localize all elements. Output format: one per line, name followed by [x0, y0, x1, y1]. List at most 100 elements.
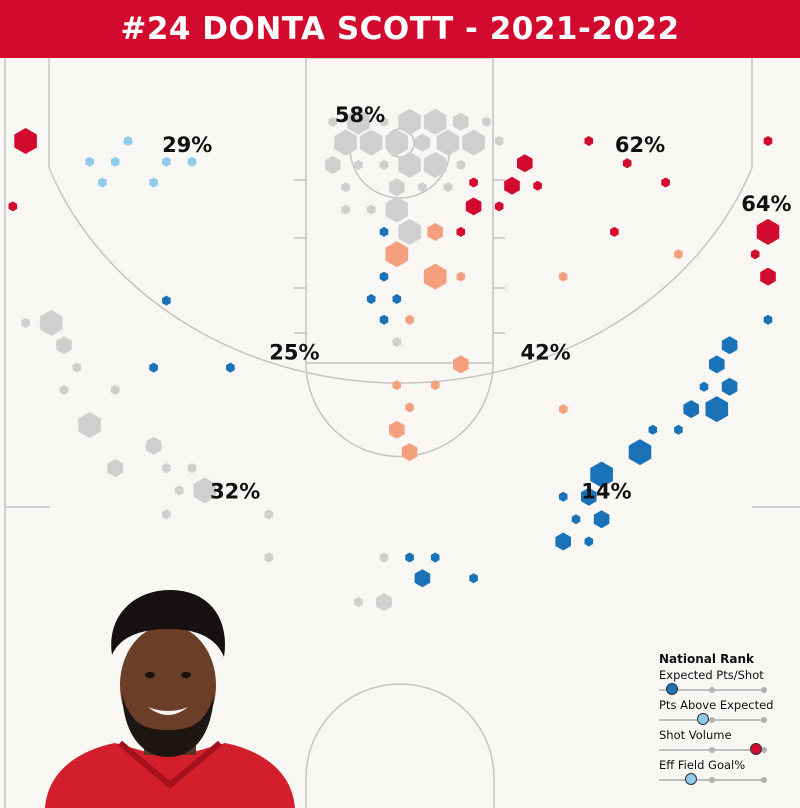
shot-hex [385, 241, 409, 268]
chart-title: #24 DONTA SCOTT - 2021-2022 [120, 11, 680, 47]
shot-hex [389, 178, 405, 197]
shot-hex [494, 136, 504, 146]
shot-hex [392, 294, 402, 304]
shot-hex [187, 156, 197, 167]
free-throw-circle-lower [305, 362, 494, 458]
rank-marker [697, 713, 710, 725]
legend-item-expected-pts: Expected Pts/Shot [659, 668, 800, 698]
slider-tick [761, 747, 767, 753]
shot-hex [469, 177, 478, 188]
shot-hex [750, 249, 760, 260]
legend-item-shot-volume: Shot Volume [659, 728, 800, 758]
shot-hex [379, 271, 389, 282]
shot-hex [430, 552, 440, 563]
shot-hex [401, 443, 418, 462]
shot-hex [584, 136, 594, 146]
shot-hex [385, 196, 409, 223]
shot-hex [59, 384, 69, 395]
shot-hex [533, 180, 542, 191]
shot-hex [453, 112, 469, 131]
shot-hex [354, 159, 363, 170]
right-eye [181, 672, 191, 678]
shot-hex [359, 129, 383, 156]
shot-hex [760, 267, 776, 286]
shot-hex [593, 510, 610, 529]
zone-pct-paint: 58% [335, 103, 385, 127]
shot-hex [341, 182, 350, 193]
shot-hex [14, 128, 37, 154]
slider-tick [761, 777, 767, 783]
shot-hex [72, 362, 82, 373]
shot-hex [334, 129, 357, 156]
shot-hex [418, 182, 427, 193]
shot-hex [674, 424, 683, 435]
rank-marker [749, 743, 762, 755]
shot-hex [423, 108, 447, 135]
shot-hex [366, 204, 376, 215]
player-photo [45, 590, 295, 808]
shot-hex [174, 485, 184, 496]
legend-label: Shot Volume [659, 728, 732, 742]
shot-hex [423, 151, 447, 178]
paint-lane [305, 58, 494, 364]
shot-hex [763, 314, 773, 325]
shot-hex [590, 461, 613, 488]
shot-hex [187, 463, 197, 474]
shot-hex [264, 509, 274, 520]
shot-hex [517, 154, 533, 173]
shot-hex [721, 377, 738, 396]
legend-label: Expected Pts/Shot [659, 668, 764, 682]
shot-hex [149, 362, 158, 373]
shot-hex [405, 314, 414, 325]
shot-hex [469, 573, 478, 584]
legend-label: Pts Above Expected [659, 698, 774, 712]
shot-hex [683, 400, 699, 419]
shot-hex [98, 177, 107, 188]
shot-hexes [8, 108, 780, 612]
hair-shape [111, 590, 225, 657]
shot-hex [354, 597, 363, 608]
shot-hex [398, 108, 421, 135]
shot-hex [405, 402, 414, 413]
shot-hex [584, 536, 594, 547]
shot-hex [162, 509, 171, 520]
legend-label: Eff Field Goal% [659, 758, 746, 772]
shot-hex [341, 204, 350, 215]
shot-hex [555, 532, 571, 551]
shot-hex [145, 436, 162, 455]
face-shape [120, 625, 216, 745]
shot-hex [581, 487, 597, 506]
shot-hex [456, 226, 466, 237]
shot-hex [162, 463, 171, 474]
shot-hex [709, 355, 725, 374]
shot-hex [123, 136, 133, 146]
beard-shape [122, 695, 214, 757]
zone-pct-left-corner-three: 29% [162, 133, 212, 157]
shot-hex [328, 116, 338, 127]
center-circle [305, 683, 495, 808]
shot-hex [705, 396, 729, 423]
zone-pct-right-corner-three: 62% [615, 133, 665, 157]
legend-item-eff-fg: Eff Field Goal% [659, 758, 800, 788]
shot-hex [379, 552, 389, 563]
collar-shape [118, 740, 222, 789]
jersey-shape [45, 743, 295, 808]
shot-hex [414, 569, 431, 588]
shot-hex [558, 271, 568, 282]
shot-hex [392, 380, 402, 391]
slider-tick [708, 717, 715, 723]
shot-hex [465, 197, 482, 216]
shot-hex [392, 337, 402, 347]
shot-hex [107, 459, 123, 478]
slider-tick [708, 777, 715, 783]
rank-marker [684, 773, 697, 785]
shot-hex [379, 226, 389, 237]
shot-hex [149, 177, 158, 188]
shot-hex [427, 222, 443, 241]
header-bar: #24 DONTA SCOTT - 2021-2022 [0, 0, 800, 58]
shot-hex [721, 336, 738, 355]
shot-hex [674, 249, 683, 260]
shot-hex [376, 593, 392, 612]
legend-title: National Rank [659, 652, 755, 666]
shot-hex [379, 159, 389, 170]
